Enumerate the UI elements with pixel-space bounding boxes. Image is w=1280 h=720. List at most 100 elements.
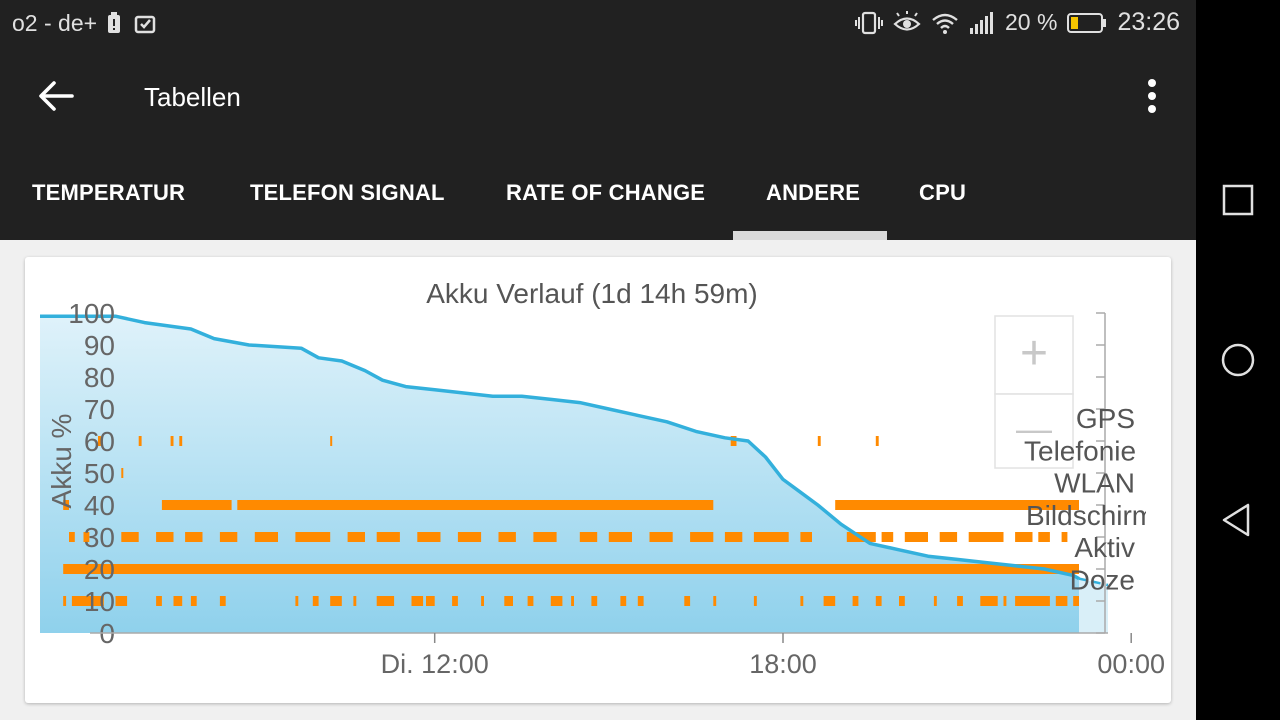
- clipboard-check-icon: [134, 15, 156, 34]
- activity-bar-bildschirm: [498, 532, 516, 542]
- y-tick-label: 100: [68, 298, 115, 329]
- activity-bar-bildschirm: [254, 532, 278, 542]
- activity-bar-gps: [330, 436, 333, 446]
- activity-bar-bildschirm: [417, 532, 441, 542]
- activity-bar-bildschirm: [608, 532, 632, 542]
- clock: 23:26: [1117, 8, 1180, 36]
- activity-bar-bildschirm: [649, 532, 673, 542]
- activity-bar-bildschirm: [1061, 532, 1068, 542]
- battery-line: [40, 314, 1080, 581]
- activity-bar-bildschirm: [156, 532, 174, 542]
- activity-bar-doze: [571, 596, 574, 606]
- activity-bar-bildschirm: [1015, 532, 1033, 542]
- chart-title: Akku Verlauf (1d 14h 59m): [426, 278, 758, 309]
- y-tick-label: 60: [84, 426, 115, 457]
- activity-bar-doze: [426, 596, 435, 606]
- activity-bar-bildschirm: [347, 532, 365, 542]
- activity-bar-gps: [875, 436, 879, 446]
- activity-bar-doze: [933, 596, 937, 606]
- y-tick-label: 20: [84, 554, 115, 585]
- activity-label-telefonie: Telefonie: [1024, 435, 1136, 466]
- app-bar: Tabellen: [0, 50, 1196, 142]
- activity-bar-bildschirm: [579, 532, 598, 542]
- activity-bar-doze: [875, 596, 882, 606]
- y-tick-label: 40: [84, 490, 115, 521]
- activity-bar-doze: [550, 596, 563, 606]
- activity-bar-gps: [98, 436, 101, 446]
- tab-rate-of-change[interactable]: RATE OF CHANGE: [506, 180, 706, 205]
- activity-bar-bildschirm: [83, 532, 90, 542]
- activity-bar-wlan: [237, 500, 714, 510]
- arrow-left-icon[interactable]: [36, 78, 76, 114]
- zoom-out-button[interactable]: [994, 393, 1074, 469]
- app-screen: o2 - de+: [0, 0, 1196, 720]
- y-tick-label: 10: [84, 586, 115, 617]
- activity-bar-bildschirm: [968, 532, 1004, 542]
- activity-bar-doze: [1015, 596, 1050, 606]
- eye-icon: [893, 10, 921, 31]
- tab-temperatur[interactable]: TEMPERATUR: [32, 180, 186, 205]
- tab-andere[interactable]: ANDERE: [766, 180, 861, 205]
- activity-bar-doze: [173, 596, 183, 606]
- activity-bar-bildschirm: [295, 532, 331, 542]
- activity-bar-doze: [312, 596, 319, 606]
- carrier-name: o2 - de+: [12, 10, 98, 36]
- tab-cpu[interactable]: CPU: [919, 180, 967, 205]
- back-icon[interactable]: [1214, 496, 1262, 544]
- activity-bar-doze: [684, 596, 691, 606]
- activity-label-doze: Doze: [1070, 565, 1135, 596]
- activity-label-aktiv: Aktiv: [1074, 532, 1135, 563]
- status-bar: o2 - de+: [0, 0, 1196, 50]
- activity-bar-bildschirm: [690, 532, 714, 542]
- more-vert-icon[interactable]: [1138, 76, 1166, 116]
- right-axis: [1096, 312, 1106, 634]
- activity-bar-gps: [170, 436, 174, 446]
- page-title: Tabellen: [144, 82, 241, 112]
- activity-bar-gps: [179, 436, 183, 446]
- activity-bar-doze: [637, 596, 644, 606]
- zoom-in-button[interactable]: [994, 315, 1074, 395]
- activity-bar-bildschirm: [904, 532, 928, 542]
- activity-bar-doze: [1003, 596, 1007, 606]
- activity-bar-wlan: [161, 500, 232, 510]
- activity-bar-doze: [957, 596, 963, 606]
- tab-telefon-signal[interactable]: TELEFON SIGNAL: [250, 180, 445, 205]
- zoom-controls: + —: [994, 315, 1074, 469]
- cellular-signal-icon: [970, 11, 993, 34]
- activity-label-wlan: WLAN: [1054, 468, 1135, 499]
- activity-bar-bildschirm: [1038, 532, 1050, 542]
- activity-bar-gps: [730, 436, 737, 446]
- battery-percent: 20 %: [1005, 9, 1058, 35]
- activity-bar-doze: [115, 596, 128, 606]
- recent-apps-icon[interactable]: [1214, 176, 1262, 224]
- activity-bar-doze: [1073, 596, 1079, 606]
- activity-bar-bildschirm: [376, 532, 400, 542]
- activity-bar-gps: [817, 436, 821, 446]
- zoom-out-label: —: [1016, 408, 1052, 449]
- activity-bar-doze: [980, 596, 998, 606]
- home-icon[interactable]: [1214, 336, 1262, 384]
- zoom-in-label: +: [1020, 327, 1048, 380]
- activity-bar-doze: [753, 596, 757, 606]
- activity-bar-bildschirm: [219, 532, 238, 542]
- activity-bar-doze: [156, 596, 162, 606]
- active-tab-indicator: [733, 231, 887, 240]
- activity-bar-bildschirm: [533, 532, 557, 542]
- activity-bar-doze: [1055, 596, 1068, 606]
- tab-bar: TEMPERATUR TELEFON SIGNAL RATE OF CHANGE…: [0, 142, 1196, 240]
- activity-bar-wlan: [835, 500, 1079, 510]
- battery-area: [40, 316, 1079, 633]
- activity-bar-doze: [591, 596, 598, 606]
- activity-label-bildschirm: Bildschirm: [1026, 500, 1155, 531]
- battery-projection-line: [1078, 577, 1109, 587]
- activity-bar-doze: [800, 596, 804, 606]
- activity-bar-bildschirm: [121, 532, 139, 542]
- activity-label-gps: GPS: [1076, 403, 1135, 434]
- y-tick-label: 70: [84, 394, 115, 425]
- battery-icon: [1067, 12, 1107, 33]
- activity-bar-bildschirm: [881, 532, 894, 542]
- activity-bar-doze: [330, 596, 342, 606]
- activity-bar-doze: [295, 596, 299, 606]
- x-tick-label: 00:00: [1097, 649, 1165, 679]
